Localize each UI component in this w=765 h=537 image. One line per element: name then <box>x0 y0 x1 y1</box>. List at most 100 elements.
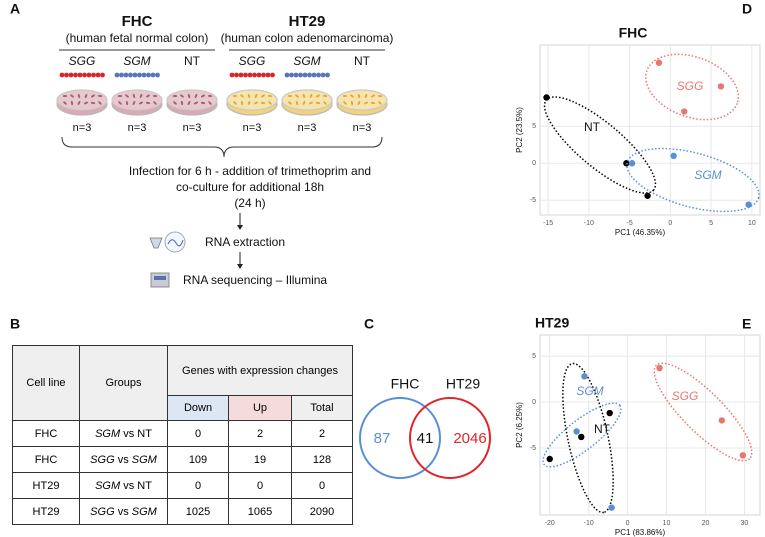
bacteria-bead <box>150 72 156 78</box>
bacteria-bead <box>73 72 78 78</box>
cell <box>201 94 205 98</box>
cell <box>118 101 122 105</box>
cell <box>308 101 314 105</box>
y-tick-label: 0 <box>532 399 536 406</box>
bacteria-bead <box>100 72 105 78</box>
cell: 2 <box>228 420 292 447</box>
cell: 0 <box>167 472 229 499</box>
cell: 2 <box>291 420 353 447</box>
cell <box>233 101 237 105</box>
point <box>655 59 663 66</box>
set-label: HT29 <box>446 376 480 392</box>
cell <box>267 94 273 98</box>
group-part: vs <box>123 479 135 492</box>
cell <box>132 93 136 99</box>
cell <box>125 100 129 106</box>
group-part: vs <box>117 453 129 466</box>
table-row: FHC SGG vs SGM 109 19 128 <box>12 446 353 473</box>
x-tick-label: 10 <box>748 220 756 227</box>
header: Cell line <box>12 345 80 421</box>
tube-icon <box>149 237 163 249</box>
cell <box>84 93 88 99</box>
y-axis-title: PC2 (6.25%) <box>515 402 524 448</box>
bacteria-bead <box>243 72 248 78</box>
cell <box>70 94 74 98</box>
replicates: n=3 <box>128 122 147 134</box>
y-tick-label: 0 <box>532 160 536 167</box>
table-row: HT29 SGG vs SGM 1025 1065 2090 <box>12 498 353 525</box>
point <box>581 373 588 380</box>
header: Genes with expression changes <box>167 345 353 396</box>
point <box>717 83 725 90</box>
group-label: NT <box>594 422 611 436</box>
chart-title: HT29 <box>535 315 569 331</box>
cell <box>146 94 150 98</box>
step-text: RNA extraction <box>205 235 285 249</box>
cell <box>350 100 354 106</box>
cell <box>117 95 123 97</box>
cell <box>132 100 136 106</box>
cell <box>295 100 299 106</box>
cell <box>315 101 321 105</box>
group-label: NT <box>584 120 601 134</box>
x-tick-label: -15 <box>543 220 553 227</box>
point <box>718 417 726 424</box>
cell <box>323 101 327 105</box>
bacteria-bead <box>311 72 317 78</box>
dish-rim <box>111 89 163 111</box>
condition: SGM <box>293 54 320 68</box>
cell <box>180 100 184 106</box>
cell <box>62 95 68 97</box>
cell <box>350 94 354 98</box>
plot-area <box>539 334 761 516</box>
group-part: SGG <box>90 453 115 466</box>
cell: HT29 <box>12 498 80 525</box>
group-description: (human fetal normal colon) <box>66 31 209 45</box>
cell <box>63 101 67 105</box>
group-name: FHC <box>122 13 153 30</box>
cell <box>357 93 361 99</box>
bacteria-bead <box>325 72 330 78</box>
dish-rim <box>336 89 388 111</box>
cell <box>240 94 244 98</box>
cell <box>97 94 103 98</box>
replicates: n=3 <box>243 122 262 134</box>
bacteria-bead <box>68 72 74 78</box>
bacteria-bead <box>82 72 87 78</box>
set-label: FHC <box>391 376 420 392</box>
sequencer-screen <box>154 276 166 280</box>
x-axis-title: PC1 (46.35%) <box>615 228 666 237</box>
group-name: HT29 <box>289 13 326 30</box>
replicates: n=3 <box>183 122 202 134</box>
cell <box>357 100 361 106</box>
cell: 19 <box>228 446 292 473</box>
group-part: SGM <box>131 453 157 466</box>
bacteria-bead <box>320 72 326 78</box>
cell: FHC <box>12 420 80 447</box>
replicates: n=3 <box>298 122 317 134</box>
cell: 0 <box>228 472 292 499</box>
step-text: Infection for 6 h - addition of trimetho… <box>129 164 371 178</box>
rna-strand <box>167 239 184 247</box>
bacteria-bead <box>146 72 151 78</box>
bacteria-bead <box>119 72 124 78</box>
cell <box>247 100 251 106</box>
cell <box>91 94 95 98</box>
cell <box>240 100 244 106</box>
dish-rim <box>166 89 218 111</box>
cell <box>342 95 348 97</box>
bacteria-bead <box>91 72 96 78</box>
cell <box>247 93 251 99</box>
cell: SGM vs NT <box>79 472 168 499</box>
cell <box>378 101 382 105</box>
group-label: SGM <box>694 168 721 182</box>
point <box>644 192 651 199</box>
cell <box>302 93 306 99</box>
cell <box>173 101 177 105</box>
cell <box>322 94 328 98</box>
bacteria-bead <box>298 72 303 78</box>
group-part: SGM <box>95 427 121 440</box>
cell <box>309 93 313 99</box>
group-ellipse <box>542 402 622 468</box>
